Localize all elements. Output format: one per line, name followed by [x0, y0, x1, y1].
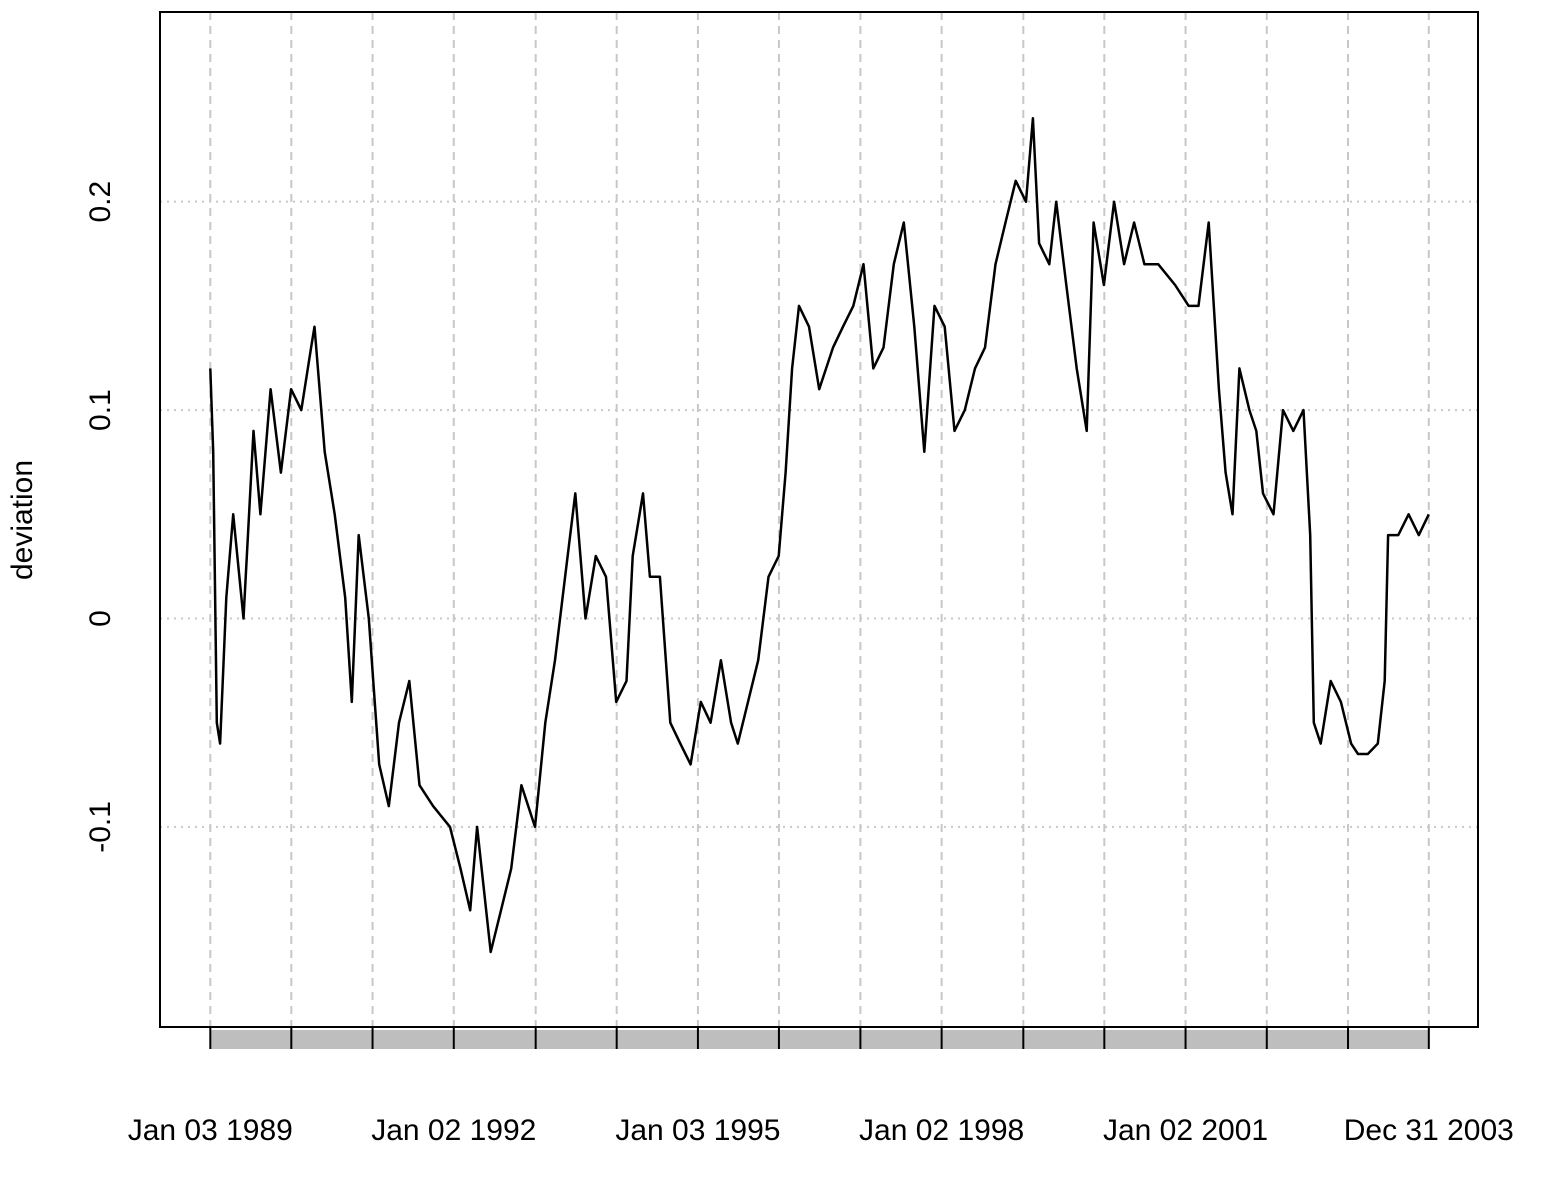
- x-tick-label: Jan 02 1992: [371, 1114, 536, 1147]
- y-tick-label: -0.1: [84, 801, 117, 853]
- period-bar: [210, 1030, 1429, 1049]
- y-tick-label: 0.2: [84, 181, 117, 223]
- plot-frame: [159, 11, 1479, 1028]
- x-tick-label: Jan 03 1989: [128, 1114, 293, 1147]
- y-tick-label: 0: [84, 610, 117, 627]
- x-tick-label: Jan 03 1995: [615, 1114, 780, 1147]
- x-tick-label: Jan 02 2001: [1103, 1114, 1268, 1147]
- x-tick-label: Dec 31 2003: [1344, 1114, 1514, 1147]
- data-line: [209, 117, 1430, 954]
- y-axis-label: deviation: [6, 460, 39, 580]
- x-tick-label: Jan 02 1998: [859, 1114, 1024, 1147]
- y-tick-label: 0.1: [84, 389, 117, 431]
